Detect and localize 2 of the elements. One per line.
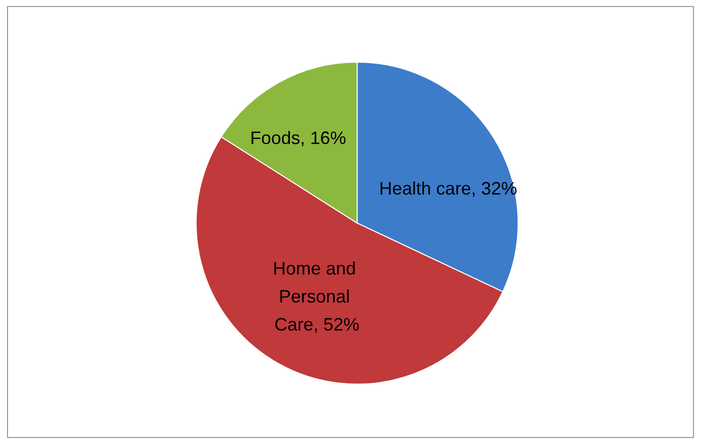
slice-label: Home and Personal Care, 52% [272,258,361,334]
slice-label: Foods, 16% [250,128,346,148]
